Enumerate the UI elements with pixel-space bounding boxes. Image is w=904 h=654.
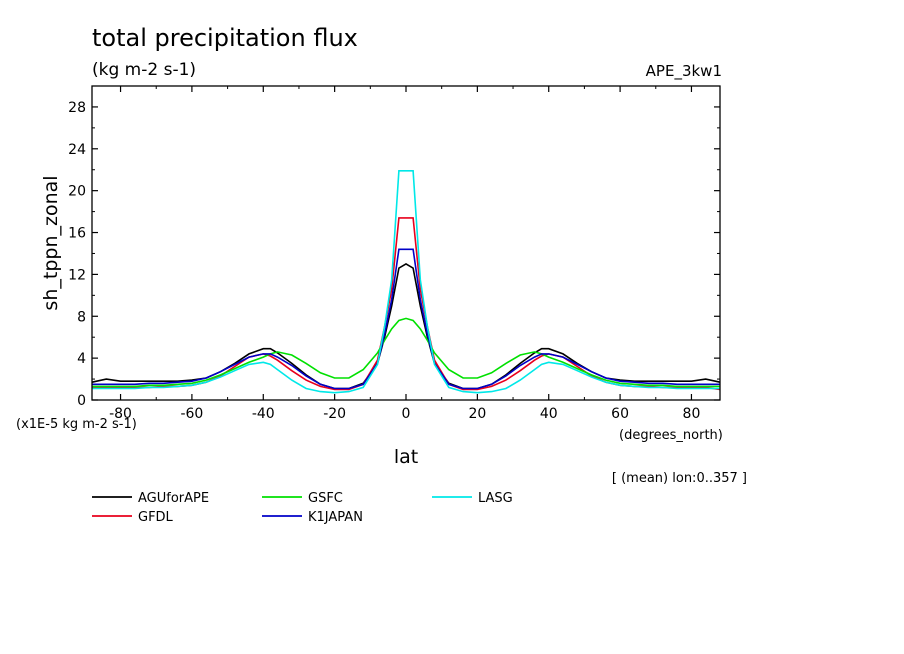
y-tick-label: 0 <box>77 393 86 409</box>
x-tick-label: 40 <box>540 406 558 422</box>
plot-frame <box>91 85 721 401</box>
legend-label-k1japan: K1JAPAN <box>308 510 363 525</box>
x-axis-label: lat <box>394 446 418 468</box>
y-tick-label: 16 <box>68 226 86 242</box>
legend-label-aguforape: AGUforAPE <box>138 491 209 506</box>
y-tick-label: 24 <box>68 142 86 158</box>
series-line-lasg <box>92 170 720 394</box>
chart-title: total precipitation flux <box>92 24 358 52</box>
x-tick-label: -40 <box>252 406 275 422</box>
x-tick-label: -20 <box>323 406 346 422</box>
y-tick-label: 4 <box>77 351 86 367</box>
x-tick-label: 20 <box>468 406 486 422</box>
legend: AGUforAPE GSFC LASG GFDL K1JAPAN <box>92 491 513 525</box>
plot-area: 0 4 8 12 16 20 24 28 -80 -60 -40 -20 0 20 40 60 80 <box>68 85 721 422</box>
y-tick-label: 28 <box>68 100 86 116</box>
series-line-gsfc <box>92 317 720 388</box>
y-tick-label: 12 <box>68 267 86 283</box>
x-units-label: (degrees_north) <box>619 428 723 443</box>
y-axis-label: sh_tppn_zonal <box>40 175 62 310</box>
y-tick-label: 20 <box>68 184 86 200</box>
series-line-gfdl <box>92 217 721 391</box>
legend-label-lasg: LASG <box>478 491 513 506</box>
x-tick-label: 60 <box>611 406 629 422</box>
x-tick-label: -60 <box>180 406 203 422</box>
y-scale-note: (x1E-5 kg m-2 s-1) <box>16 417 137 432</box>
chart-units: (kg m-2 s-1) <box>92 60 196 80</box>
series-line-k1japan <box>92 248 720 390</box>
x-tick-label: 0 <box>402 406 411 422</box>
footnote: [ (mean) lon:0..357 ] <box>612 471 747 486</box>
experiment-label: APE_3kw1 <box>646 62 722 81</box>
legend-label-gfdl: GFDL <box>138 510 174 525</box>
legend-label-gsfc: GSFC <box>308 491 343 506</box>
series-line-aguforape <box>91 262 721 390</box>
x-tick-label: -80 <box>109 406 132 422</box>
y-tick-label: 8 <box>77 309 86 325</box>
x-tick-label: 80 <box>683 406 701 422</box>
